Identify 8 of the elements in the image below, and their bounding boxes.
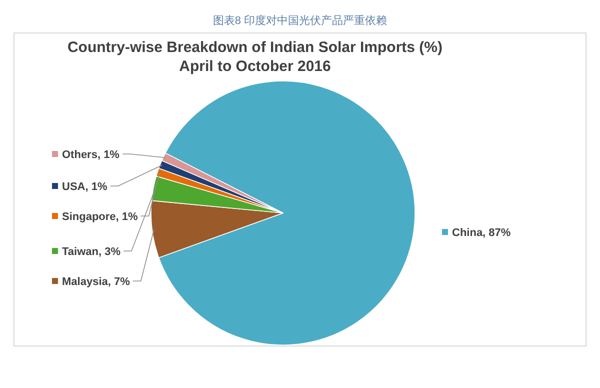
legend-label: Others, 1% [62, 149, 120, 161]
legend-label: China, 87% [452, 227, 511, 239]
chart-title: 图表8 印度对中国光伏产品严重依赖 [212, 14, 388, 27]
legend-label: Malaysia, 7% [62, 276, 130, 288]
legend-label: Singapore, 1% [62, 211, 138, 223]
legend-label: Taiwan, 3% [62, 246, 121, 258]
legend-label: USA, 1% [62, 181, 108, 193]
chart-subtitle: Country-wise Breakdown of Indian Solar Imports (%) April to October 2016 [67, 39, 443, 75]
